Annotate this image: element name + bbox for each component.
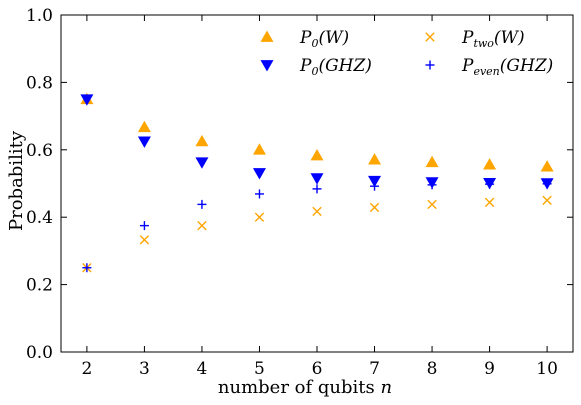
legend-label-sub: even: [473, 65, 499, 78]
legend-label-main: P: [461, 28, 474, 48]
data-point: [195, 157, 209, 169]
legend-marker-stroke: [425, 32, 435, 42]
data-point: [254, 189, 264, 199]
data-point: [427, 199, 437, 210]
data-point: [369, 202, 380, 213]
data-point: [368, 175, 382, 188]
axes: 2 3 4 5 6 7 8 9 10 0.0 0.2 0.4 0.6 0.8 1.0: [26, 6, 574, 379]
data-point: [427, 180, 437, 190]
data-point: [370, 181, 380, 191]
data-point-stroke: [427, 199, 437, 210]
legend-entry-label: Peven(GHZ): [461, 56, 553, 78]
y-tick-label: 0.2: [26, 276, 53, 296]
y-tick-label: 0.6: [26, 141, 53, 161]
data-point: [368, 153, 382, 165]
data-point: [252, 168, 266, 180]
data-point-stroke: [484, 197, 495, 208]
y-tick-label: 0.8: [26, 73, 53, 93]
legend-entry-label: P0(GHZ): [299, 56, 372, 78]
data-point: [197, 199, 207, 209]
data-point: [425, 155, 439, 168]
legend-label-sub: 0: [311, 37, 318, 50]
legend-label-main: P: [299, 28, 312, 48]
data-point: [137, 136, 151, 148]
x-tick-label: 8: [427, 359, 438, 379]
series-1: [80, 94, 554, 190]
data-point-stroke: [312, 206, 322, 217]
y-axis-label: Probability: [6, 130, 27, 231]
data-point: [139, 221, 149, 231]
data-point: [137, 120, 151, 133]
x-tick-label: 10: [536, 359, 558, 379]
legend-label-sub: two: [473, 37, 494, 50]
data-point: [254, 212, 265, 222]
x-tick-label: 2: [81, 359, 92, 379]
legend-marker: [260, 60, 274, 72]
data-point-stroke: [139, 235, 150, 245]
data-point-stroke: [542, 195, 552, 206]
legend-label-main: P: [299, 56, 312, 76]
data-point: [252, 143, 266, 155]
series-2: [82, 195, 552, 273]
data-point: [540, 160, 554, 172]
data-point: [542, 195, 552, 206]
data-point: [195, 134, 209, 147]
x-axis-label-text: number of qubits: [218, 377, 375, 398]
data-point: [197, 220, 207, 231]
y-tick-label: 0.4: [26, 208, 53, 228]
y-tick-label: 1.0: [26, 6, 53, 26]
x-tick-label: 4: [197, 359, 208, 379]
data-point: [312, 184, 322, 194]
legend-label-arg: (GHZ): [318, 56, 371, 76]
data-point-stroke: [254, 212, 265, 222]
legend: P0(W)P0(GHZ)Ptwo(W)Peven(GHZ): [260, 28, 553, 78]
x-tick-label: 7: [369, 359, 380, 379]
y-tick-label: 0.0: [26, 343, 53, 363]
series-3: [82, 179, 552, 273]
data-point-stroke: [197, 220, 207, 231]
data-point: [82, 263, 92, 273]
data-point: [139, 235, 150, 245]
x-tick-label: 6: [312, 359, 323, 379]
data-markers: [80, 92, 554, 273]
x-axis-label: number of qubits n: [218, 377, 392, 398]
data-point: [310, 173, 324, 185]
legend-label-main: P: [461, 56, 474, 76]
x-tick-label: 3: [139, 359, 150, 379]
data-point: [312, 206, 322, 217]
legend-entry-label: P0(W): [299, 28, 349, 50]
legend-entry-label: Ptwo(W): [461, 28, 525, 50]
data-point: [542, 179, 552, 189]
legend-label-arg: (GHZ): [500, 56, 553, 76]
data-point-stroke: [369, 202, 380, 213]
legend-label-arg: (W): [494, 28, 525, 48]
legend-marker: [260, 30, 274, 42]
data-point: [484, 197, 495, 208]
data-point: [485, 179, 495, 189]
data-point: [483, 158, 497, 170]
data-point: [80, 94, 94, 106]
legend-label-arg: (W): [318, 28, 349, 48]
series-0: [80, 92, 554, 172]
x-tick-label: 5: [254, 359, 265, 379]
legend-marker: [425, 32, 435, 42]
x-tick-label: 9: [484, 359, 495, 379]
data-point: [310, 149, 324, 161]
legend-marker: [425, 60, 435, 70]
legend-label-sub: 0: [311, 65, 318, 78]
x-axis-label-variable: n: [380, 377, 392, 398]
